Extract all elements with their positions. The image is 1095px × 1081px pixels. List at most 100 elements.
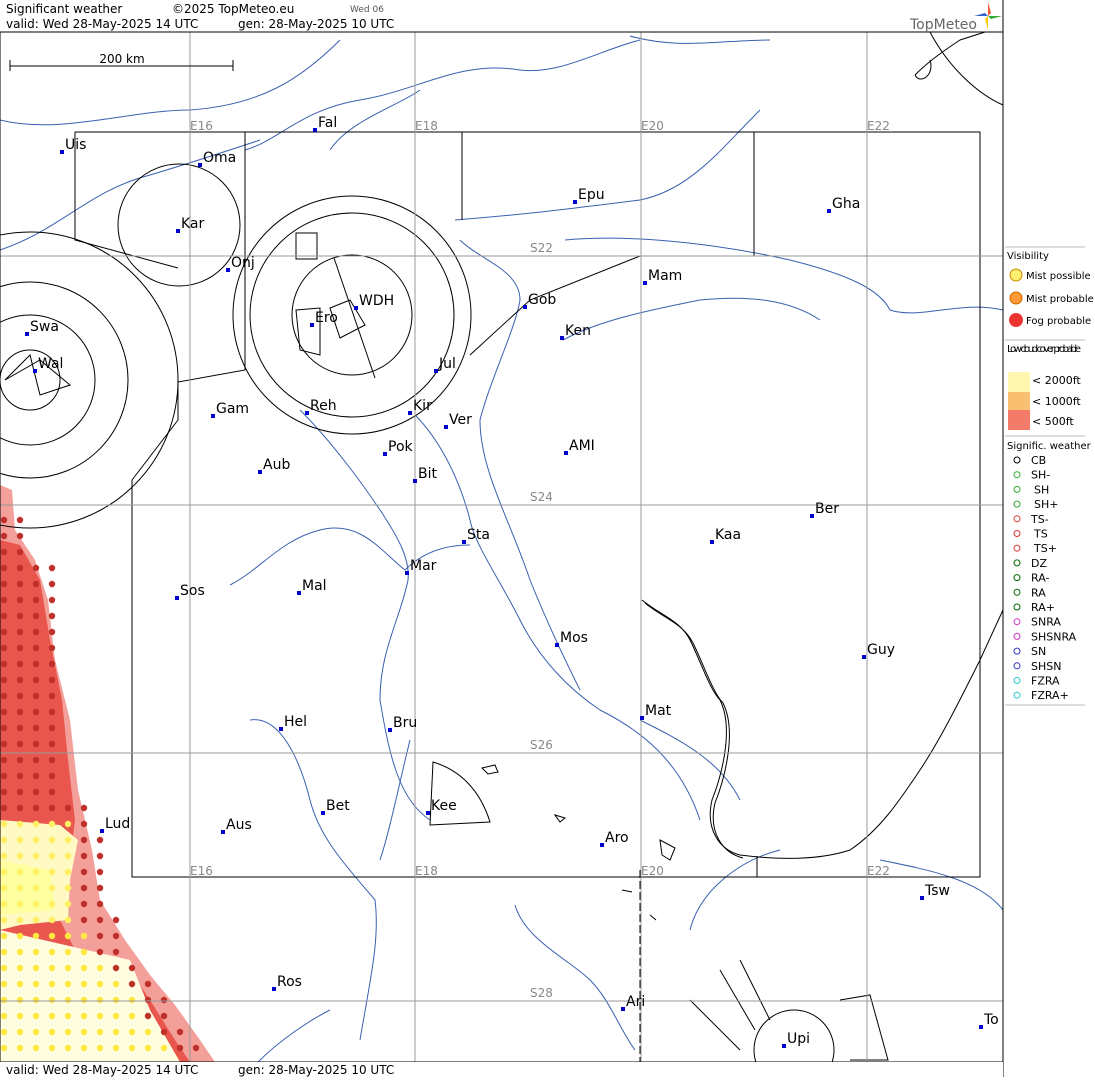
fog-dot [32, 1012, 40, 1020]
place-name: Guy [867, 642, 895, 658]
fog-dot [80, 1028, 88, 1036]
fog-dot [48, 740, 56, 748]
place-marker [211, 414, 215, 418]
place-marker [100, 829, 104, 833]
fog-dot [0, 1044, 8, 1052]
legend-item: RA- [1031, 572, 1049, 585]
fog-dot [80, 932, 88, 940]
fog-dot [48, 772, 56, 780]
fog-dot [80, 916, 88, 924]
weather-symbol [1013, 515, 1021, 523]
copyright: ©2025 TopMeteo.eu [172, 2, 294, 16]
fog-dot [48, 708, 56, 716]
legend-item: DZ [1031, 557, 1047, 570]
fog-dot [32, 1028, 40, 1036]
fog-dot [96, 868, 104, 876]
scale-label: 200 km [99, 52, 144, 66]
fog-dot [0, 948, 8, 956]
fog-dot [32, 996, 40, 1004]
fog-dot [144, 1028, 152, 1036]
legend-item: SH+ [1034, 498, 1058, 511]
place-name: Lud [105, 816, 130, 832]
legend-item: SHSN [1031, 660, 1061, 673]
weather-symbol [1013, 691, 1021, 699]
weather-symbol [1013, 588, 1021, 596]
fog-dot [0, 628, 8, 636]
place-name: AMI [569, 438, 595, 454]
place-marker [321, 811, 325, 815]
fog-dot [96, 932, 104, 940]
fog-dot [48, 852, 56, 860]
fog-dot [80, 804, 88, 812]
weather-symbol [1013, 544, 1021, 552]
place-marker [600, 843, 604, 847]
place-name: Gha [832, 196, 860, 212]
place-name: Mos [560, 630, 588, 646]
fog-dot [160, 1012, 168, 1020]
place-marker [827, 209, 831, 213]
fog-dot [0, 564, 8, 572]
fog-dot [96, 1044, 104, 1052]
fog-dot [16, 996, 24, 1004]
fog-dot [16, 900, 24, 908]
lon-label: E16 [190, 119, 213, 133]
footer-gen: gen: 28-May-2025 10 UTC [238, 1063, 394, 1077]
fog-dot [0, 708, 8, 716]
boundaries [639, 31, 1004, 1062]
fog-dot [80, 964, 88, 972]
fog-dot [80, 980, 88, 988]
fog-dot [176, 1044, 184, 1052]
fog-dot [48, 1012, 56, 1020]
fog-dot [48, 612, 56, 620]
fog-dot [48, 596, 56, 604]
fog-dot [48, 932, 56, 940]
place-marker [643, 281, 647, 285]
place-name: Ari [626, 994, 645, 1010]
place-marker [297, 591, 301, 595]
place-name: Bit [418, 466, 437, 482]
weather-symbol [1013, 500, 1021, 508]
fog-dot [48, 836, 56, 844]
place-name: Aub [263, 457, 290, 473]
fog-dot [32, 676, 40, 684]
fog-dot [16, 868, 24, 876]
place-name: Bru [393, 715, 417, 731]
legend-item: TS- [1030, 513, 1049, 526]
place-marker [175, 596, 179, 600]
place-marker [383, 452, 387, 456]
fog-dot [80, 1012, 88, 1020]
fog-dot [16, 724, 24, 732]
legend-item: < 2000ft [1032, 374, 1081, 387]
fog-dot [16, 852, 24, 860]
fog-dot [48, 564, 56, 572]
place-marker [462, 540, 466, 544]
fog-dot [80, 996, 88, 1004]
fog-dot [16, 964, 24, 972]
rivers [0, 35, 1004, 1063]
fog-dot [160, 1028, 168, 1036]
fog-dot [0, 692, 8, 700]
fog-dot [48, 820, 56, 828]
gen: gen: 28-May-2025 10 UTC [238, 17, 394, 31]
fog-dot [48, 996, 56, 1004]
fog-dot [16, 1012, 24, 1020]
fog-dot [112, 916, 120, 924]
fog-dot [64, 1044, 72, 1052]
fog-dot [96, 836, 104, 844]
fog-dot [64, 916, 72, 924]
lon-label: E20 [641, 864, 664, 878]
fog-dot [32, 692, 40, 700]
place-marker [354, 306, 358, 310]
place-name: Kee [431, 798, 457, 814]
place-marker [221, 830, 225, 834]
place-marker [198, 163, 202, 167]
fog-dot [128, 980, 136, 988]
fog-dot [32, 900, 40, 908]
legend-item: SNRA [1031, 616, 1061, 629]
place-name: Epu [578, 187, 605, 203]
fog-dot [16, 1028, 24, 1036]
fog-dot [128, 964, 136, 972]
fog-dot [16, 628, 24, 636]
place-name: To [983, 1012, 999, 1028]
fog-dot [16, 740, 24, 748]
